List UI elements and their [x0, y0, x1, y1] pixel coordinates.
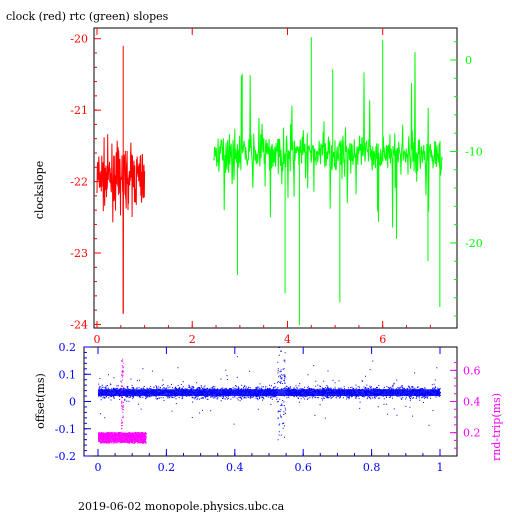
offset-series — [98, 347, 441, 441]
top-left-tick-label: -23 — [70, 247, 88, 260]
rtc-slope-line — [213, 52, 443, 239]
top-plot-frame — [93, 27, 458, 329]
top-x-tick-label: 2 — [189, 333, 196, 346]
top-right-axis: 0 -10 -20 — [450, 41, 483, 317]
bottom-left-tick-label: 0.2 — [59, 341, 77, 354]
bottom-x-tick-label: 1 — [437, 461, 444, 474]
bottom-left-tick-label: -0.2 — [55, 450, 76, 463]
bottom-x-tick-label: 0.6 — [294, 461, 312, 474]
top-x-tick-label: 6 — [379, 333, 386, 346]
bottom-left-tick-label: 0.1 — [59, 368, 77, 381]
bottom-x-tick-label: 0 — [95, 461, 102, 474]
top-x-tick-label: 0 — [94, 333, 101, 346]
bottom-right-tick-label: 0.4 — [463, 396, 481, 409]
top-left-tick-label: -22 — [70, 176, 88, 189]
bottom-x-tick-label: 0.2 — [158, 461, 176, 474]
top-x-tick-label: 4 — [284, 333, 291, 346]
round-trip-band — [98, 432, 146, 442]
bottom-left-tick-label: -0.1 — [55, 423, 76, 436]
top-left-tick-label: -21 — [70, 104, 88, 117]
bottom-right-tick-label: 0.2 — [463, 427, 481, 440]
top-left-tick-label: -20 — [70, 33, 88, 46]
round-trip-series — [98, 358, 147, 444]
offset-y-label: offset(ms) — [34, 373, 47, 429]
top-right-tick-label: 0 — [465, 54, 472, 67]
clock-slope-line — [96, 134, 146, 314]
bottom-right-tick-label: 0.6 — [463, 364, 481, 377]
top-right-tick-label: -20 — [465, 237, 483, 250]
top-x-axis: 0 2 4 6 — [94, 28, 431, 346]
bottom-x-tick-label: 0.4 — [226, 461, 244, 474]
bottom-left-axis: 0.2 0.1 0 -0.1 -0.2 — [55, 341, 91, 463]
bottom-x-tick-label: 0.8 — [363, 461, 381, 474]
footer-text: 2019-06-02 monopole.physics.ubc.ca — [78, 500, 285, 512]
round-trip-points — [98, 358, 147, 444]
chart-title: clock (red) rtc (green) slopes — [6, 10, 169, 23]
bottom-x-axis: 0 0.2 0.4 0.6 0.8 1 — [95, 347, 444, 474]
top-y-label: clockslope — [33, 161, 46, 219]
offset-band — [98, 389, 440, 397]
bottom-left-tick-label: 0 — [69, 396, 76, 409]
top-left-tick-label: -24 — [70, 318, 88, 331]
round-trip-y-label: rnd-trip(ms) — [490, 393, 503, 461]
clock-slope-series — [96, 45, 146, 314]
rtc-slope-series — [213, 37, 443, 326]
top-right-tick-label: -10 — [465, 145, 483, 158]
top-left-axis: -20 -21 -22 -23 -24 — [70, 33, 101, 331]
bottom-right-axis: 0.6 0.4 0.2 — [450, 362, 481, 449]
